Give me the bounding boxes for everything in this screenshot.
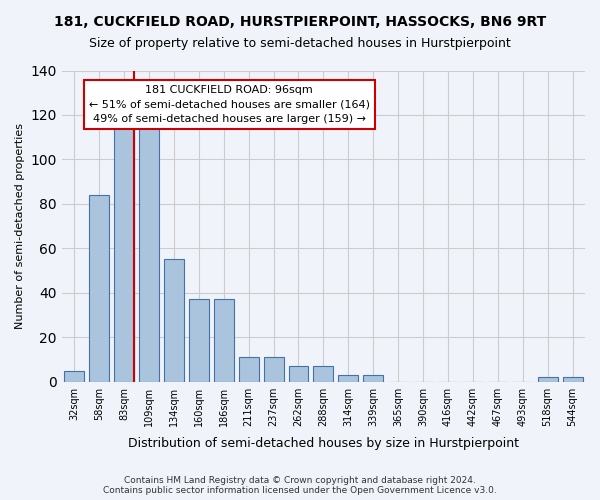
Y-axis label: Number of semi-detached properties: Number of semi-detached properties bbox=[15, 123, 25, 329]
Bar bbox=[164, 260, 184, 382]
Bar bbox=[363, 375, 383, 382]
X-axis label: Distribution of semi-detached houses by size in Hurstpierpoint: Distribution of semi-detached houses by … bbox=[128, 437, 519, 450]
Text: Size of property relative to semi-detached houses in Hurstpierpoint: Size of property relative to semi-detach… bbox=[89, 38, 511, 51]
Text: 181, CUCKFIELD ROAD, HURSTPIERPOINT, HASSOCKS, BN6 9RT: 181, CUCKFIELD ROAD, HURSTPIERPOINT, HAS… bbox=[54, 15, 546, 29]
Bar bbox=[563, 377, 583, 382]
Bar bbox=[263, 357, 284, 382]
Bar bbox=[189, 300, 209, 382]
Bar bbox=[338, 375, 358, 382]
Bar bbox=[538, 377, 557, 382]
Bar bbox=[289, 366, 308, 382]
Bar bbox=[139, 120, 159, 382]
Bar bbox=[89, 195, 109, 382]
Bar bbox=[64, 370, 84, 382]
Text: Contains HM Land Registry data © Crown copyright and database right 2024.
Contai: Contains HM Land Registry data © Crown c… bbox=[103, 476, 497, 495]
Bar bbox=[239, 357, 259, 382]
Bar bbox=[313, 366, 334, 382]
Bar bbox=[214, 300, 234, 382]
Bar bbox=[114, 120, 134, 382]
Text: 181 CUCKFIELD ROAD: 96sqm
← 51% of semi-detached houses are smaller (164)
49% of: 181 CUCKFIELD ROAD: 96sqm ← 51% of semi-… bbox=[89, 84, 370, 124]
